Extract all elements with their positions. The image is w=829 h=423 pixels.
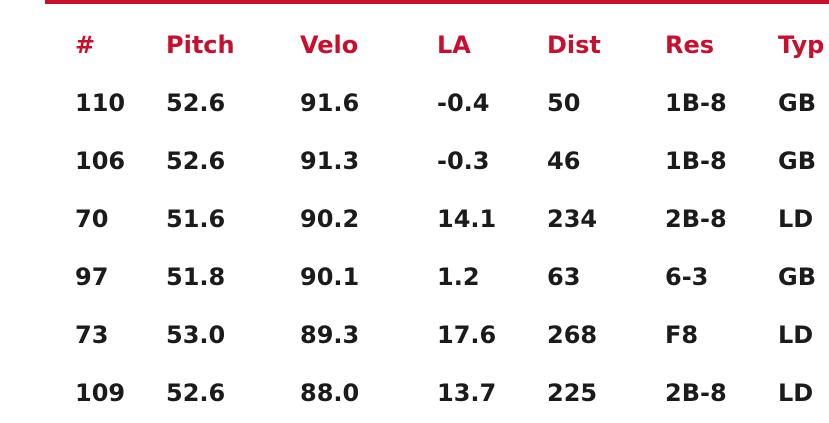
top-rule (45, 0, 829, 4)
table-cell: 63 (547, 263, 580, 291)
table-cell: 53.0 (166, 321, 225, 349)
table-cell: 73 (75, 321, 108, 349)
table-cell: 52.6 (166, 147, 225, 175)
column-header: Pitch (166, 31, 235, 59)
table-cell: 52.6 (166, 379, 225, 407)
column-header: Typ (778, 31, 824, 59)
column-header: # (75, 31, 95, 59)
column-header: Velo (300, 31, 358, 59)
table-cell: 91.3 (300, 147, 359, 175)
table-cell: -0.4 (437, 89, 489, 117)
table-cell: 110 (75, 89, 125, 117)
table-cell: 51.8 (166, 263, 225, 291)
table-cell: 14.1 (437, 205, 496, 233)
table-cell: 106 (75, 147, 125, 175)
table-cell: 50 (547, 89, 580, 117)
table-cell: 89.3 (300, 321, 359, 349)
table-cell: 52.6 (166, 89, 225, 117)
table-cell: 90.1 (300, 263, 359, 291)
table-cell: GB (778, 263, 816, 291)
table-cell: 1.2 (437, 263, 480, 291)
column-header: Res (665, 31, 714, 59)
table-cell: LD (778, 205, 813, 233)
table-cell: 268 (547, 321, 597, 349)
column-header: LA (437, 31, 471, 59)
table-cell: 46 (547, 147, 580, 175)
table-cell: 225 (547, 379, 597, 407)
table-cell: 88.0 (300, 379, 359, 407)
table-cell: 1B-8 (665, 89, 727, 117)
table-cell: 2B-8 (665, 379, 727, 407)
table-cell: 17.6 (437, 321, 496, 349)
table-cell: LD (778, 321, 813, 349)
table-cell: GB (778, 89, 816, 117)
table-cell: 1B-8 (665, 147, 727, 175)
table-cell: 51.6 (166, 205, 225, 233)
table-cell: 2B-8 (665, 205, 727, 233)
table-cell: 13.7 (437, 379, 496, 407)
table-cell: -0.3 (437, 147, 489, 175)
table-cell: 70 (75, 205, 108, 233)
table-cell: F8 (665, 321, 698, 349)
table-cell: 90.2 (300, 205, 359, 233)
table-cell: 6-3 (665, 263, 708, 291)
table-cell: LD (778, 379, 813, 407)
table-cell: 109 (75, 379, 125, 407)
column-header: Dist (547, 31, 601, 59)
table-cell: 97 (75, 263, 108, 291)
table-cell: GB (778, 147, 816, 175)
table-cell: 91.6 (300, 89, 359, 117)
table-cell: 234 (547, 205, 597, 233)
